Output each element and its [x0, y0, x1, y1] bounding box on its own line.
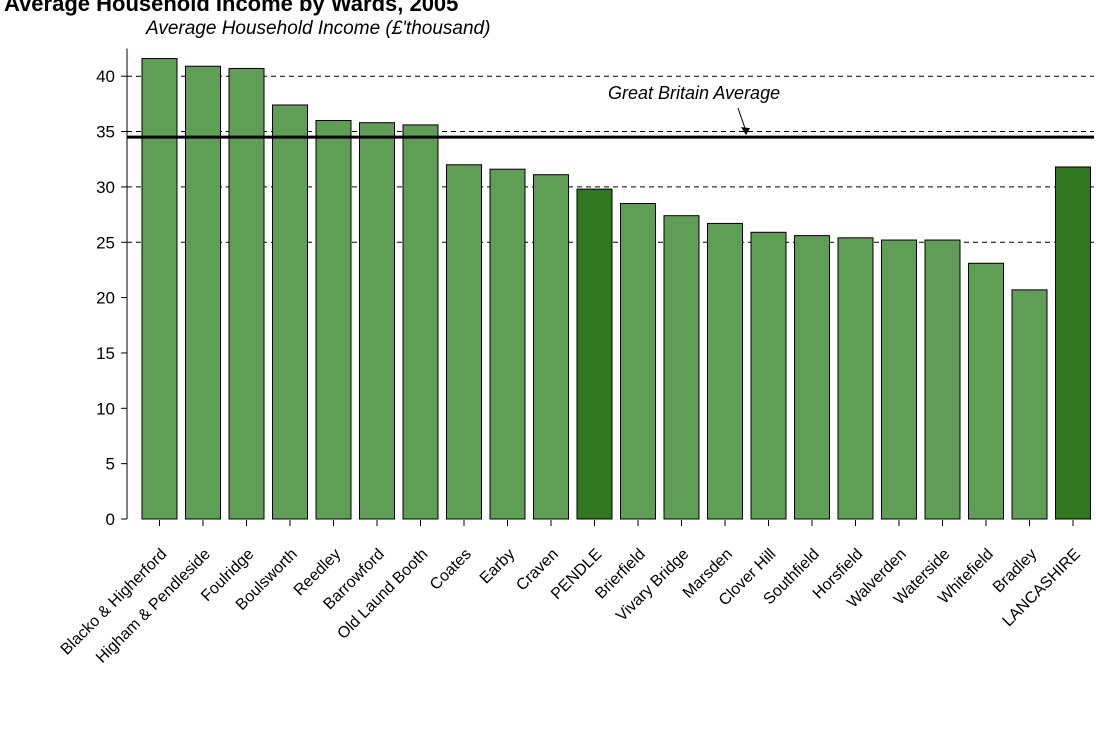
- gb-average-label: Great Britain Average: [608, 83, 780, 103]
- bar: [620, 203, 656, 520]
- bar: [533, 174, 569, 520]
- gb-average-arrowhead: [741, 127, 750, 136]
- y-tick-label: 5: [106, 455, 115, 474]
- bar: [707, 222, 743, 520]
- y-tick-label: 20: [96, 289, 115, 308]
- bar: [446, 164, 482, 520]
- reference-line-group: Great Britain Average: [127, 83, 1094, 139]
- y-axis-label: Average Household Income (£'thousand): [146, 18, 491, 39]
- y-tick-label: 35: [96, 123, 115, 142]
- y-axis: 0 5 10 15 20 25 30 35 40: [96, 48, 128, 529]
- bar: [576, 188, 613, 520]
- bar: [794, 235, 830, 520]
- y-tick-label: 15: [96, 344, 115, 363]
- y-tick-label: 0: [106, 510, 115, 529]
- y-tick-label: 25: [96, 233, 115, 252]
- bar: [489, 168, 526, 520]
- bar: [1055, 166, 1091, 520]
- bars: [141, 57, 1091, 520]
- y-tick-label: 30: [96, 178, 115, 197]
- y-tick-label: 10: [96, 399, 115, 418]
- bar: [359, 122, 395, 520]
- bar: [968, 262, 1004, 520]
- bar: [1011, 289, 1048, 520]
- bar: [750, 231, 787, 520]
- bar: [663, 215, 700, 520]
- chart-title: Average Household Income by Wards, 2005: [4, 0, 459, 16]
- bar: [272, 104, 308, 520]
- y-tick-label: 40: [96, 67, 115, 86]
- bar: [185, 65, 221, 520]
- bar: [315, 119, 352, 520]
- bar: [228, 67, 265, 520]
- category-label: Earby: [477, 546, 519, 588]
- bar: [924, 239, 961, 520]
- bar: [837, 237, 874, 520]
- bar: [402, 124, 439, 520]
- bar: [881, 239, 917, 520]
- bar: [141, 57, 178, 520]
- category-label: LANCASHIRE: [1000, 546, 1084, 630]
- gb-average-arrow: [737, 107, 747, 132]
- category-label: Coates: [427, 546, 475, 594]
